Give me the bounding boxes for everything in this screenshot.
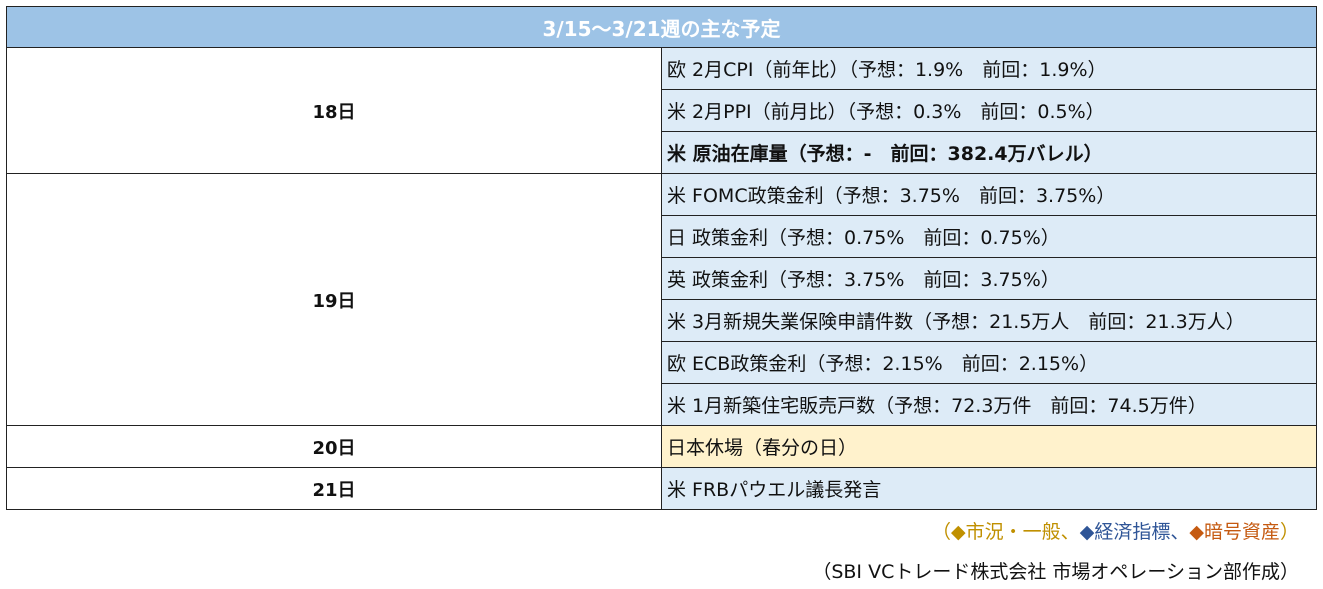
diamond-icon: ◆ (1079, 521, 1095, 543)
table-row: 21日米 FRBパウエル議長発言 (6, 467, 1317, 510)
day-label: 18日 (6, 47, 662, 174)
diamond-icon: ◆ (1189, 521, 1204, 543)
legend-label: 市況・一般 (965, 521, 1061, 543)
event-item: 日本休場（春分の日） (661, 425, 1317, 468)
event-item: 米 FOMC政策金利（予想：3.75% 前回：3.75%） (661, 173, 1317, 216)
table-row: 18日欧 2月CPI（前年比）（予想：1.9% 前回：1.9%） (6, 47, 1317, 174)
day-label: 20日 (6, 425, 662, 468)
table-row: 20日 日本休場（春分の日） (6, 425, 1317, 468)
event-item: 米 FRBパウエル議長発言 (661, 467, 1317, 510)
legend-label: 経済指標 (1094, 521, 1171, 543)
event-item: 米 2月PPI（前月比）（予想：0.3% 前回：0.5%） (661, 89, 1317, 132)
schedule-table: 3/15〜3/21週の主な予定 18日欧 2月CPI（前年比）（予想：1.9% … (6, 6, 1317, 510)
table-row: 英 政策金利（予想：3.75% 前回：3.75%） (7, 257, 1317, 300)
legend-separator: 、 (1060, 521, 1080, 543)
legend-open: （ (932, 521, 952, 543)
day-label: 19日 (6, 173, 662, 426)
table-row: 米 1月新築住宅販売戸数（予想：72.3万件 前回：74.5万件） (7, 383, 1317, 426)
legend-label: 暗号資産 (1203, 521, 1280, 543)
legend: （◆市況・一般、◆経済指標、◆暗号資産） (932, 517, 1299, 544)
event-item: 欧 ECB政策金利（予想：2.15% 前回：2.15%） (661, 341, 1317, 384)
day-label: 21日 (6, 467, 662, 510)
source-note: （SBI VCトレード株式会社 市場オペレーション部作成） (812, 561, 1299, 583)
event-item: 米 原油在庫量（予想：- 前回：382.4万バレル） (661, 131, 1317, 174)
legend-close: ） (1279, 521, 1299, 543)
table-row: 19日米 FOMC政策金利（予想：3.75% 前回：3.75%） (6, 173, 1317, 426)
event-item: 米 1月新築住宅販売戸数（予想：72.3万件 前回：74.5万件） (661, 383, 1317, 426)
table-title: 3/15〜3/21週の主な予定 (6, 6, 1317, 48)
table-row: 米 原油在庫量（予想：- 前回：382.4万バレル） (7, 131, 1317, 174)
table-row: 米 2月PPI（前月比）（予想：0.3% 前回：0.5%） (7, 89, 1317, 132)
legend-separator: 、 (1170, 521, 1190, 543)
event-item: 英 政策金利（予想：3.75% 前回：3.75%） (661, 257, 1317, 300)
table-row: 欧 ECB政策金利（予想：2.15% 前回：2.15%） (7, 341, 1317, 384)
event-item: 欧 2月CPI（前年比）（予想：1.9% 前回：1.9%） (661, 47, 1317, 90)
event-item: 日 政策金利（予想：0.75% 前回：0.75%） (661, 215, 1317, 258)
table-row: 米 3月新規失業保険申請件数（予想：21.5万人 前回：21.3万人） (7, 299, 1317, 342)
diamond-icon: ◆ (951, 521, 966, 543)
event-item: 米 3月新規失業保険申請件数（予想：21.5万人 前回：21.3万人） (661, 299, 1317, 342)
schedule-body: 18日欧 2月CPI（前年比）（予想：1.9% 前回：1.9%）米 2月PPI（… (6, 47, 1317, 510)
legend-items: ◆市況・一般、◆経済指標、◆暗号資産 (951, 521, 1280, 543)
